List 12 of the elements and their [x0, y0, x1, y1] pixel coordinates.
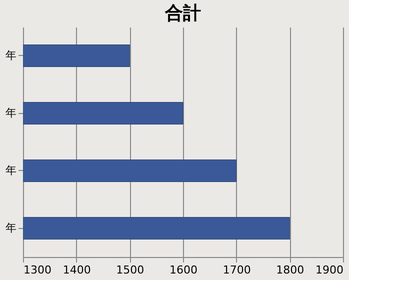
x-tick-label: 1500: [116, 264, 144, 276]
x-tick-label: 1900: [316, 264, 344, 276]
y-tick-label: 年: [6, 106, 16, 120]
x-tick-label: 1800: [276, 264, 304, 276]
y-tick-label: 年: [6, 48, 16, 62]
x-tick-label: 1300: [24, 264, 52, 276]
x-tick-label: 1600: [170, 264, 198, 276]
x-tick-label: 1400: [62, 264, 91, 276]
x-tick-label: 1700: [222, 264, 251, 276]
y-tick-label: 年: [6, 221, 16, 234]
y-tick-label: 年: [6, 164, 16, 177]
chart-title: 合計: [164, 3, 201, 24]
